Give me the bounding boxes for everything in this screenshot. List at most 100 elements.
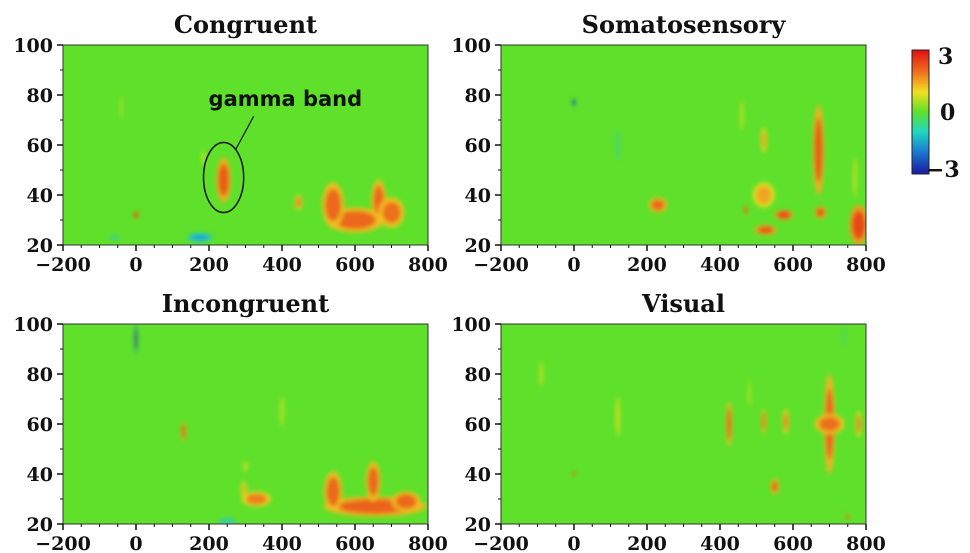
heat-blob-core (846, 514, 850, 519)
gamma-band-annotation: gamma band (202, 87, 363, 214)
heat-blob-core (757, 226, 774, 234)
y-tick-label: 40 (27, 185, 53, 207)
x-tick-label: −200 (473, 254, 529, 276)
colorbar: 3 0 −3 (911, 44, 960, 183)
y-tick-label: 40 (465, 185, 491, 207)
y-axis: 20 40 60 80 100 (13, 314, 63, 536)
heat-blob-core (777, 211, 791, 219)
y-tick-label: 20 (27, 514, 53, 536)
y-tick-label: 100 (13, 35, 53, 57)
heat-blob (119, 95, 123, 120)
x-tick-label: 400 (262, 533, 302, 553)
heat-blob-core (572, 99, 576, 106)
plot-area (501, 45, 866, 245)
x-tick-label: 800 (846, 533, 886, 553)
x-axis: −200 0 200 400 600 800 (35, 245, 448, 276)
colorbar-tick-min: −3 (926, 157, 960, 183)
heat-blob (108, 234, 120, 241)
heat-blob-core (755, 186, 772, 204)
x-tick-label: −200 (35, 533, 91, 553)
x-tick-label: 200 (627, 533, 667, 553)
y-tick-label: 20 (465, 514, 491, 536)
y-tick-label: 80 (465, 364, 491, 386)
blob-layer (572, 98, 866, 245)
x-tick-label: −200 (35, 254, 91, 276)
panel-1: Congruent −200 0 200 400 600 800 20 40 60 80 100 gam… (13, 10, 448, 276)
x-axis: −200 0 200 400 600 800 (35, 524, 448, 553)
heat-blob (615, 396, 620, 437)
colorbar-tick-mid: 0 (940, 100, 955, 126)
x-tick-label: 400 (700, 533, 740, 553)
y-tick-label: 60 (465, 414, 491, 436)
x-axis: −200 0 200 400 600 800 (473, 245, 886, 276)
y-tick-label: 60 (465, 135, 491, 157)
x-tick-label: 400 (262, 254, 302, 276)
y-axis: 20 40 60 80 100 (13, 35, 63, 257)
heat-blob-core (783, 412, 788, 431)
x-tick-label: 0 (567, 254, 580, 276)
y-tick-label: 80 (465, 85, 491, 107)
x-tick-label: 400 (700, 254, 740, 276)
panel-title: Congruent (174, 10, 317, 39)
heat-blob (279, 396, 285, 427)
heat-blob-core (190, 234, 210, 241)
y-axis: 20 40 60 80 100 (451, 314, 501, 536)
panel-title: Somatosensory (582, 10, 787, 39)
heat-blob (538, 361, 544, 387)
heat-blob-core (382, 201, 401, 224)
blob-layer (134, 324, 427, 524)
heat-blob-core (181, 424, 186, 439)
panel-3: Incongruent −200 0 200 400 600 800 20 40 60 80 100 (13, 289, 448, 553)
heat-blob-core (325, 188, 341, 222)
annotation-circle (202, 141, 245, 214)
y-tick-label: 60 (27, 414, 53, 436)
y-tick-label: 100 (13, 314, 53, 336)
heat-blob-core (762, 412, 766, 431)
heat-blob-core (241, 483, 246, 495)
x-tick-label: 200 (627, 254, 667, 276)
y-tick-label: 80 (27, 85, 53, 107)
heat-blob-core (816, 208, 825, 217)
x-tick-label: 600 (773, 254, 813, 276)
y-tick-label: 60 (27, 135, 53, 157)
heat-blob-core (295, 197, 302, 208)
panel-title: Incongruent (162, 289, 329, 318)
heat-blob-core (245, 493, 267, 505)
heat-blob-core (218, 163, 229, 197)
y-tick-label: 100 (451, 35, 491, 57)
heat-blob-core (761, 131, 766, 149)
x-tick-label: 600 (335, 533, 375, 553)
heat-blob-core (744, 207, 747, 213)
x-tick-label: 0 (129, 533, 142, 553)
x-tick-label: −200 (473, 533, 529, 553)
x-tick-label: 600 (773, 533, 813, 553)
heat-blob-core (651, 199, 665, 211)
y-tick-label: 40 (465, 464, 491, 486)
heat-blob (242, 461, 249, 472)
y-tick-label: 40 (27, 464, 53, 486)
x-tick-label: 0 (567, 533, 580, 553)
x-tick-label: 0 (129, 254, 142, 276)
heat-blob-core (573, 471, 575, 477)
heat-blob (218, 517, 237, 524)
heat-blob-core (395, 494, 417, 509)
annotation-leader (235, 115, 255, 150)
heat-blob (852, 157, 858, 198)
heat-blob (201, 150, 206, 165)
panel-4: Visual −200 0 200 400 600 800 20 40 60 80 100 (451, 289, 886, 553)
heat-blob-core (856, 415, 861, 433)
colorbar-gradient (911, 49, 930, 175)
x-tick-label: 800 (846, 254, 886, 276)
x-tick-label: 200 (189, 533, 229, 553)
x-tick-label: 200 (189, 254, 229, 276)
heat-blob-core (852, 210, 866, 240)
y-tick-label: 100 (451, 314, 491, 336)
y-axis: 20 40 60 80 100 (451, 35, 501, 257)
x-tick-label: 800 (408, 254, 448, 276)
heat-blob-core (135, 328, 137, 350)
panel-2: Somatosensory −200 0 200 400 600 800 20 40 60 80 10… (451, 10, 886, 276)
annotation-label: gamma band (209, 87, 363, 111)
x-tick-label: 600 (335, 254, 375, 276)
x-axis: −200 0 200 400 600 800 (473, 524, 886, 553)
